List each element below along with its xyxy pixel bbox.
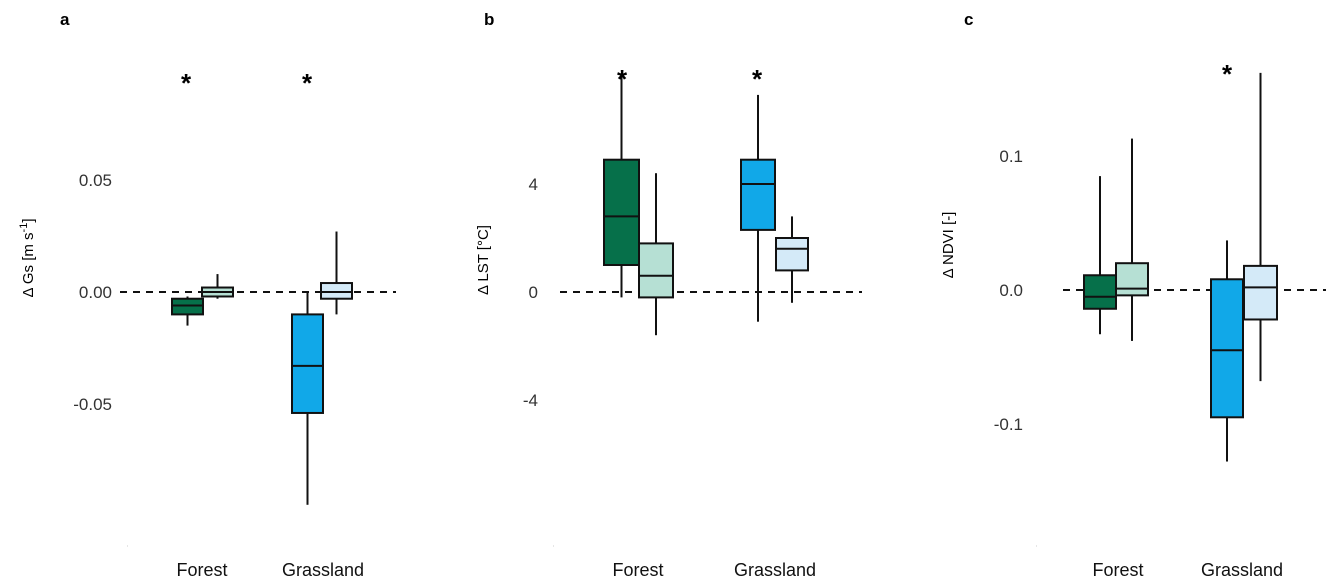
box-forest-light bbox=[1115, 138, 1149, 341]
panel-letter: b bbox=[484, 10, 494, 29]
box-grassland-dark bbox=[1210, 240, 1244, 462]
box-iqr bbox=[1083, 274, 1117, 310]
box-grassland-light bbox=[775, 216, 809, 303]
panel-a: a Δ Gs [m s-1] 0.05 0.00 -0.05 * * Forest Grassl… bbox=[18, 10, 396, 580]
y-axis-title: Δ LST [°C] bbox=[475, 225, 492, 295]
box-forest-dark bbox=[603, 73, 640, 298]
box-iqr bbox=[291, 313, 324, 414]
y-tick-label: 4 bbox=[529, 175, 538, 194]
box-forest-dark bbox=[171, 296, 204, 326]
significance-star: * bbox=[302, 68, 313, 98]
y-tick-label: 0.0 bbox=[999, 281, 1023, 300]
panel-c: c Δ NDVI [-] 0.1 0.0 -0.1 * Forest Grassland bbox=[940, 10, 1326, 580]
x-category-label: Grassland bbox=[1201, 560, 1283, 580]
significance-star: * bbox=[617, 64, 628, 94]
y-axis-title: Δ Gs [m s-1] bbox=[18, 219, 37, 298]
y-tick-label: 0.00 bbox=[79, 283, 112, 302]
y-tick-label: -0.1 bbox=[994, 415, 1023, 434]
box-iqr bbox=[1115, 262, 1149, 297]
box-iqr bbox=[1243, 264, 1278, 321]
panel-letter: c bbox=[964, 10, 973, 29]
box-forest-dark bbox=[1083, 176, 1117, 335]
significance-star: * bbox=[1222, 59, 1233, 89]
x-category-label: Forest bbox=[612, 560, 663, 580]
y-tick-label: -4 bbox=[523, 391, 538, 410]
box-iqr bbox=[320, 282, 353, 300]
box-grassland-dark bbox=[740, 94, 776, 322]
panel-letter: a bbox=[60, 10, 70, 29]
y-tick-label: 0 bbox=[529, 283, 538, 302]
significance-star: * bbox=[181, 68, 192, 98]
box-grassland-light bbox=[1243, 72, 1278, 382]
panel-b: b Δ LST [°C] 4 0 -4 * * Forest Grassland bbox=[475, 10, 862, 580]
x-category-label: Forest bbox=[176, 560, 227, 580]
box-forest-light bbox=[201, 274, 234, 299]
box-forest-light bbox=[638, 173, 674, 336]
significance-star: * bbox=[752, 64, 763, 94]
y-axis-title: Δ NDVI [-] bbox=[940, 212, 957, 279]
y-tick-label: -0.05 bbox=[73, 395, 112, 414]
y-tick-label: 0.05 bbox=[79, 171, 112, 190]
box-iqr bbox=[775, 237, 809, 272]
x-category-label: Grassland bbox=[734, 560, 816, 580]
box-iqr bbox=[740, 158, 776, 231]
box-grassland-light bbox=[320, 231, 353, 315]
box-iqr bbox=[1210, 278, 1244, 419]
box-iqr bbox=[171, 297, 204, 316]
box-iqr bbox=[603, 158, 640, 266]
box-grassland-dark bbox=[291, 292, 324, 505]
box-iqr bbox=[638, 242, 674, 299]
y-tick-label: 0.1 bbox=[999, 147, 1023, 166]
x-category-label: Forest bbox=[1092, 560, 1143, 580]
x-category-label: Grassland bbox=[282, 560, 364, 580]
